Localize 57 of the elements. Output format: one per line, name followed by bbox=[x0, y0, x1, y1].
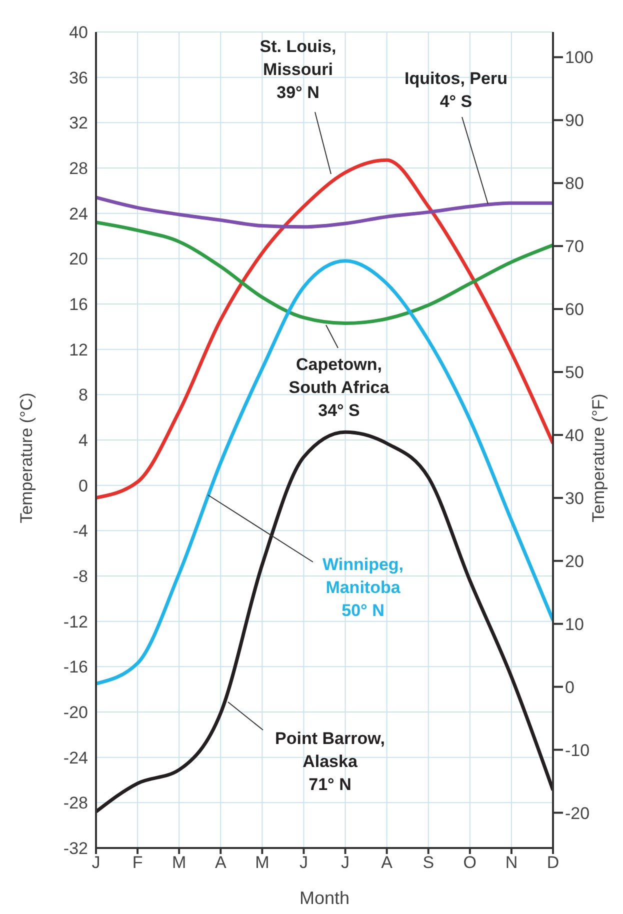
x-tick-label: A bbox=[214, 853, 227, 872]
y2-tick-label: 100 bbox=[565, 48, 594, 68]
text: Capetown, South Africa 34° S bbox=[288, 355, 390, 420]
y2-axis-title: Temperature (°F) bbox=[589, 394, 608, 522]
y-axis-title: Temperature (°C) bbox=[17, 392, 36, 524]
x-tick-label: S bbox=[422, 853, 434, 872]
text: Point Barrow, Alaska 71° N bbox=[275, 729, 385, 794]
line-series bbox=[96, 259, 553, 686]
y-tick-label: 4 bbox=[78, 431, 88, 450]
y-tick-label: 28 bbox=[69, 159, 88, 178]
y-tick-label: 20 bbox=[69, 250, 88, 269]
text: Iquitos, Peru 4° S bbox=[404, 69, 508, 111]
y2-tick-label: -20 bbox=[565, 804, 590, 823]
x-tick-label: M bbox=[255, 853, 270, 872]
y-tick-label: -8 bbox=[72, 567, 88, 586]
x-axis-title: Month bbox=[299, 888, 350, 908]
y-tick-label: 24 bbox=[69, 204, 88, 224]
x-tick-label: M bbox=[172, 853, 186, 872]
y2-tick-label: 60 bbox=[565, 300, 584, 320]
y-tick-label: 12 bbox=[69, 340, 88, 360]
y2-tick-label: 90 bbox=[565, 111, 584, 130]
y2-tick-label: 50 bbox=[565, 363, 584, 382]
y2-tick-label: 20 bbox=[565, 552, 584, 571]
y2-tick-label: 70 bbox=[565, 237, 584, 256]
text: St. Louis, Missouri 39° N bbox=[260, 37, 336, 102]
y2-tick-label: 40 bbox=[565, 426, 584, 445]
y-tick-label: 40 bbox=[69, 23, 88, 42]
line-series bbox=[96, 220, 553, 326]
y-tick-label: -20 bbox=[63, 703, 88, 722]
y-tick-label: 32 bbox=[69, 114, 88, 133]
y-tick-label: -28 bbox=[63, 794, 88, 813]
y2-tick-label: 30 bbox=[565, 488, 584, 508]
y-tick-label: 0 bbox=[78, 476, 88, 496]
line-series bbox=[96, 430, 553, 814]
text: Winnipeg, Manitoba 50° N bbox=[322, 555, 404, 620]
y2-tick-label: -10 bbox=[565, 740, 590, 760]
x-tick-label: O bbox=[463, 853, 477, 872]
y-tick-label: 36 bbox=[69, 68, 88, 88]
y-tick-label: -32 bbox=[63, 839, 88, 858]
y-tick-label: -4 bbox=[72, 522, 88, 541]
y-tick-label: 16 bbox=[69, 295, 88, 314]
line-series bbox=[96, 196, 553, 229]
y2-tick-label: 80 bbox=[565, 174, 584, 194]
x-tick-label: F bbox=[132, 853, 143, 872]
y-tick-label: 8 bbox=[78, 386, 88, 405]
x-tick-label: J bbox=[341, 853, 350, 872]
x-tick-label: J bbox=[299, 853, 308, 872]
y-tick-label: -24 bbox=[63, 748, 88, 768]
x-tick-label: A bbox=[381, 853, 394, 872]
x-tick-label: D bbox=[546, 853, 560, 872]
y-tick-label: -16 bbox=[63, 658, 88, 677]
line-series bbox=[96, 158, 553, 500]
y2-tick-label: 0 bbox=[565, 678, 574, 697]
x-tick-label: N bbox=[505, 853, 518, 872]
x-tick-label: J bbox=[92, 853, 100, 872]
y-tick-label: -12 bbox=[63, 612, 88, 632]
y2-tick-label: 10 bbox=[565, 614, 584, 634]
